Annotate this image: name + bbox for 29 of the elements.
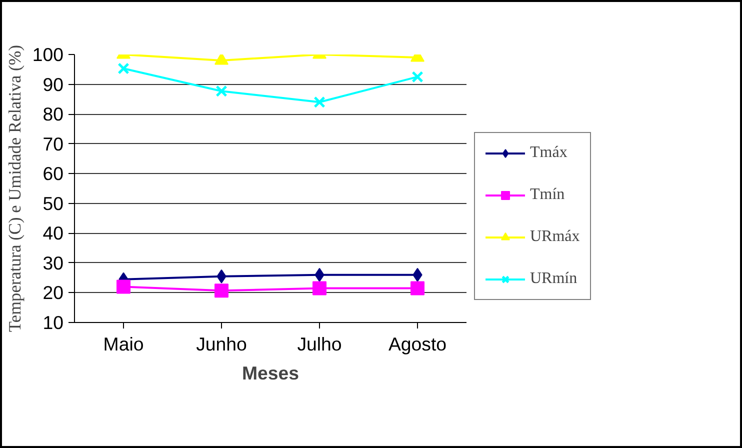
y-tick-label: 50 [42, 192, 64, 214]
point [412, 70, 424, 83]
point [410, 281, 424, 296]
point [214, 284, 228, 298]
point [214, 54, 228, 65]
legend-label: Tmáx [530, 144, 568, 162]
point [118, 62, 130, 74]
y-tick-label: 20 [42, 282, 64, 304]
legend-label: Tmín [530, 186, 565, 204]
x-axis-title: Meses [242, 362, 300, 384]
x-tick-label: Julho [297, 334, 342, 354]
y-tick-label: 100 [32, 44, 64, 65]
y-tick-label: 10 [42, 312, 64, 333]
x-tick-label: Maio [103, 334, 144, 354]
y-tick-label: 70 [42, 133, 64, 154]
legend-label: URmáx [530, 228, 580, 246]
legend-label: URmín [530, 270, 578, 288]
y-tick-label: 80 [42, 104, 64, 125]
y-tick-label: 90 [42, 74, 64, 95]
point [312, 281, 326, 296]
point [116, 280, 130, 294]
point [314, 96, 326, 108]
y-tick-label: 60 [42, 163, 64, 184]
x-tick-label: Junho [196, 334, 247, 354]
y-tick-label: 30 [42, 252, 64, 274]
point [216, 85, 228, 97]
y-tick-label: 40 [42, 222, 64, 244]
y-axis-title: Temperatura (C) e Umidade Relativa (%) [5, 44, 24, 332]
x-tick-label: Agosto [388, 334, 447, 354]
